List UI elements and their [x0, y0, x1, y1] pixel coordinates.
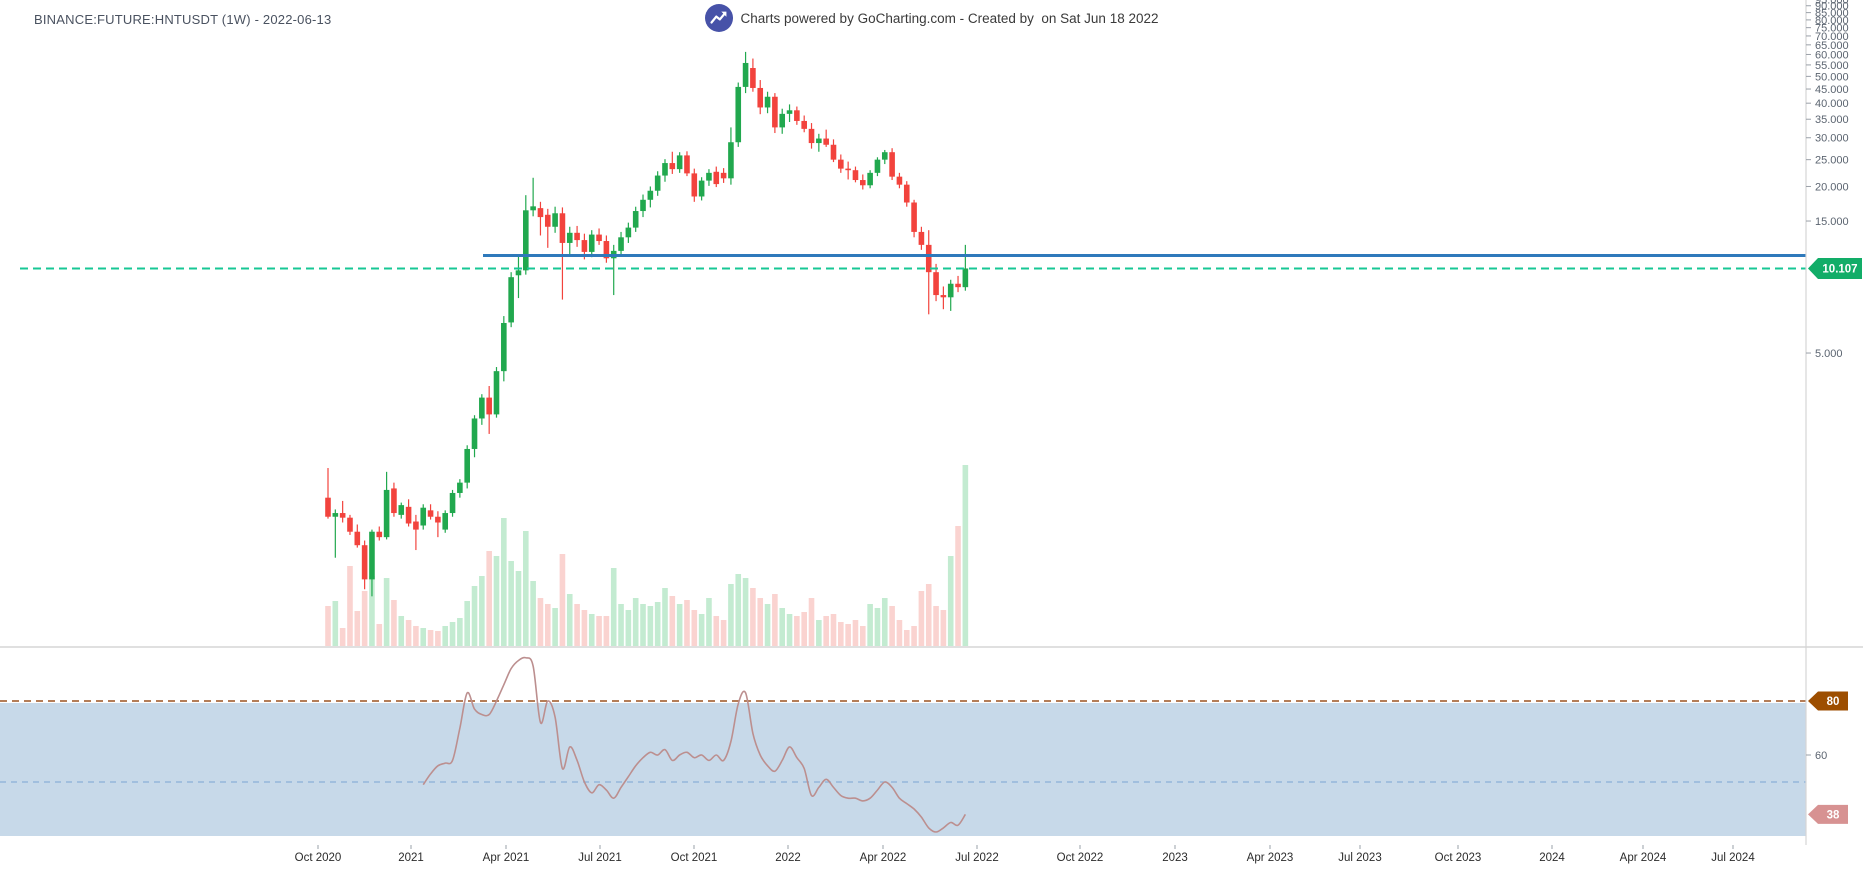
- svg-text:60.000: 60.000: [1815, 49, 1849, 61]
- x-axis-label: Oct 2020: [295, 852, 342, 864]
- svg-text:35.000: 35.000: [1815, 114, 1849, 126]
- svg-text:80: 80: [1827, 696, 1840, 708]
- svg-text:45.000: 45.000: [1815, 84, 1849, 96]
- candlesticks: [325, 51, 969, 597]
- x-axis-label: Oct 2021: [671, 852, 718, 864]
- x-axis-label: Apr 2022: [860, 852, 907, 864]
- svg-text:38: 38: [1827, 810, 1840, 822]
- rsi-line: [422, 656, 967, 833]
- x-axis-label: Oct 2023: [1435, 852, 1482, 864]
- svg-text:25.000: 25.000: [1815, 155, 1849, 167]
- x-axis-label: Apr 2023: [1247, 852, 1294, 864]
- svg-text:15.000: 15.000: [1815, 216, 1849, 228]
- svg-text:65.000: 65.000: [1815, 40, 1849, 52]
- watermark: Charts powered by GoCharting.com - Creat…: [704, 4, 1159, 32]
- svg-text:95.000: 95.000: [1815, 0, 1849, 6]
- svg-text:20.000: 20.000: [1815, 181, 1849, 193]
- svg-text:5.000: 5.000: [1815, 348, 1843, 360]
- x-axis-label: 2024: [1539, 852, 1565, 864]
- x-axis-label: Oct 2022: [1057, 852, 1104, 864]
- symbol-title: BINANCE:FUTURE:HNTUSDT (1W) - 2022-06-13: [34, 12, 332, 27]
- last-price-badge: 10.107: [1808, 257, 1862, 279]
- rsi-axis-label-60: 60: [1815, 750, 1827, 762]
- volume-bars: [325, 465, 969, 646]
- x-axis: Oct 2020 2021 Apr 2021 Jul 2021 Oct 2021 2022…: [295, 845, 1755, 864]
- x-axis-label: 2023: [1162, 852, 1188, 864]
- x-axis-label: 2021: [398, 852, 424, 864]
- rsi-last-badge: 38: [1808, 804, 1848, 824]
- watermark-text: Charts powered by GoCharting.com - Creat…: [740, 10, 1159, 26]
- rsi-band: [0, 703, 1806, 836]
- x-axis-label: Jul 2023: [1338, 852, 1381, 864]
- price-axis: 95.00090.00085.00080.00075.00070.00065.0…: [1805, 0, 1849, 845]
- rsi-80-badge: 80: [1808, 691, 1848, 711]
- svg-text:55.000: 55.000: [1815, 60, 1849, 72]
- svg-text:75.000: 75.000: [1815, 23, 1849, 35]
- svg-text:90.000: 90.000: [1815, 1, 1849, 13]
- x-axis-label: Apr 2021: [483, 852, 530, 864]
- svg-text:70.000: 70.000: [1815, 31, 1849, 43]
- x-axis-label: Jul 2024: [1711, 852, 1755, 864]
- x-axis-label: Jul 2021: [578, 852, 621, 864]
- svg-text:10.107: 10.107: [1822, 264, 1857, 276]
- x-axis-label: Apr 2024: [1620, 852, 1667, 864]
- x-axis-label: Jul 2022: [955, 852, 998, 864]
- gocharting-logo-icon: [704, 4, 733, 32]
- svg-text:30.000: 30.000: [1815, 133, 1849, 145]
- svg-text:85.000: 85.000: [1815, 8, 1849, 20]
- rsi-pane: [0, 656, 1806, 836]
- svg-text:40.000: 40.000: [1815, 98, 1849, 110]
- svg-text:80.000: 80.000: [1815, 15, 1849, 27]
- svg-text:50.000: 50.000: [1815, 71, 1849, 83]
- x-axis-label: 2022: [775, 852, 801, 864]
- price-lines: [20, 253, 1806, 270]
